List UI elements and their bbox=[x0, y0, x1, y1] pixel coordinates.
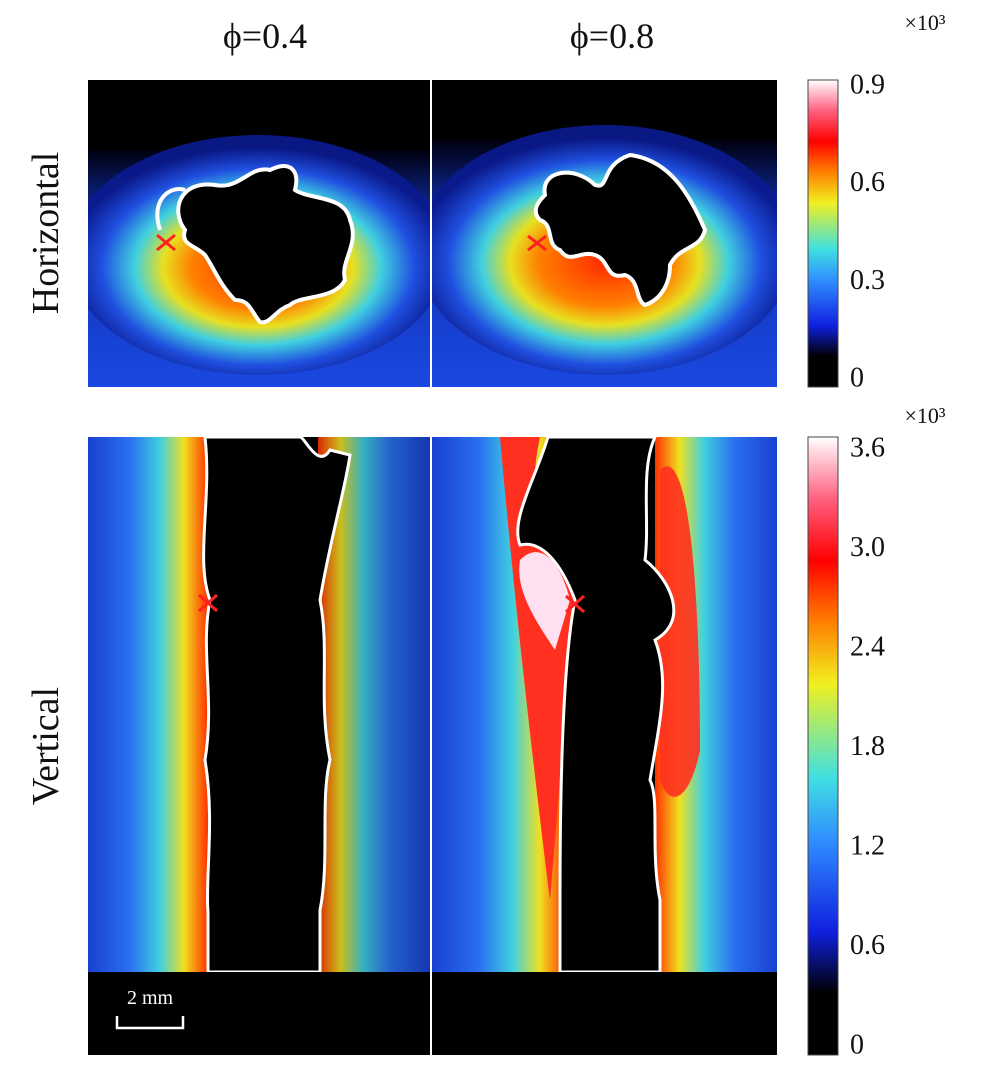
image-panel bbox=[88, 80, 430, 387]
scale-bar-label: 2 mm bbox=[127, 987, 174, 1009]
column-title: ϕ=0.8 bbox=[570, 16, 654, 56]
colorbar-ticks: 0.9 0.6 0.3 0 3.6 3.0 2.4 1.8 1.2 0.6 0 bbox=[850, 69, 885, 1060]
colorbar-tick-label: 1.2 bbox=[850, 830, 885, 861]
colorbar-tick-label: 0 bbox=[850, 362, 864, 393]
image-panel: 2 mm bbox=[88, 435, 430, 1055]
colorbar-tick-label: 0.6 bbox=[850, 167, 885, 198]
colorbar bbox=[807, 79, 839, 388]
colorbar-tick-label: 0.9 bbox=[850, 69, 885, 100]
colorbar-tick-label: 1.8 bbox=[850, 731, 885, 762]
colorbar-tick-label: 3.6 bbox=[850, 432, 885, 463]
colorbar-multiplier: ×10³ bbox=[904, 403, 945, 428]
colorbar-multiplier: ×10³ bbox=[904, 10, 945, 35]
colorbar-tick-label: 3.0 bbox=[850, 532, 885, 563]
image-panel bbox=[432, 435, 777, 1055]
colorbar-tick-label: 0.3 bbox=[850, 265, 885, 296]
colorbar-tick-label: 0.6 bbox=[850, 930, 885, 961]
row-label: Horizontal bbox=[25, 152, 67, 315]
image-panel bbox=[432, 80, 777, 387]
column-title: ϕ=0.4 bbox=[223, 16, 307, 56]
row-label: Vertical bbox=[25, 687, 67, 805]
colorbar bbox=[807, 436, 839, 1056]
colorbar-tick-label: 0 bbox=[850, 1029, 864, 1060]
colorbar-tick-label: 2.4 bbox=[850, 631, 885, 662]
